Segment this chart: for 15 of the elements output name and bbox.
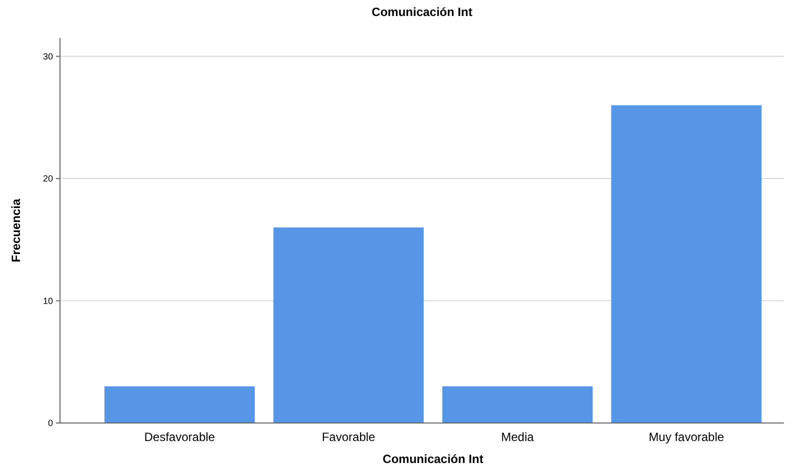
y-tick-label: 30 — [42, 51, 53, 62]
x-tick-label: Media — [501, 430, 534, 444]
x-tick-label: Favorable — [322, 430, 376, 444]
y-tick-label: 10 — [42, 296, 53, 306]
y-tick-label: 0 — [48, 418, 53, 428]
x-axis-title: Comunicación Int — [382, 452, 484, 466]
x-tick-label: Desfavorable — [144, 430, 216, 444]
y-tick-label: 20 — [42, 174, 53, 184]
x-tick-label: Muy favorable — [648, 430, 724, 444]
bar — [273, 227, 424, 423]
bar — [611, 105, 762, 423]
y-axis-title: Frecuencia — [9, 198, 23, 262]
bar — [442, 386, 593, 423]
bar — [104, 386, 255, 423]
chart-title: Comunicación Int — [372, 5, 472, 19]
